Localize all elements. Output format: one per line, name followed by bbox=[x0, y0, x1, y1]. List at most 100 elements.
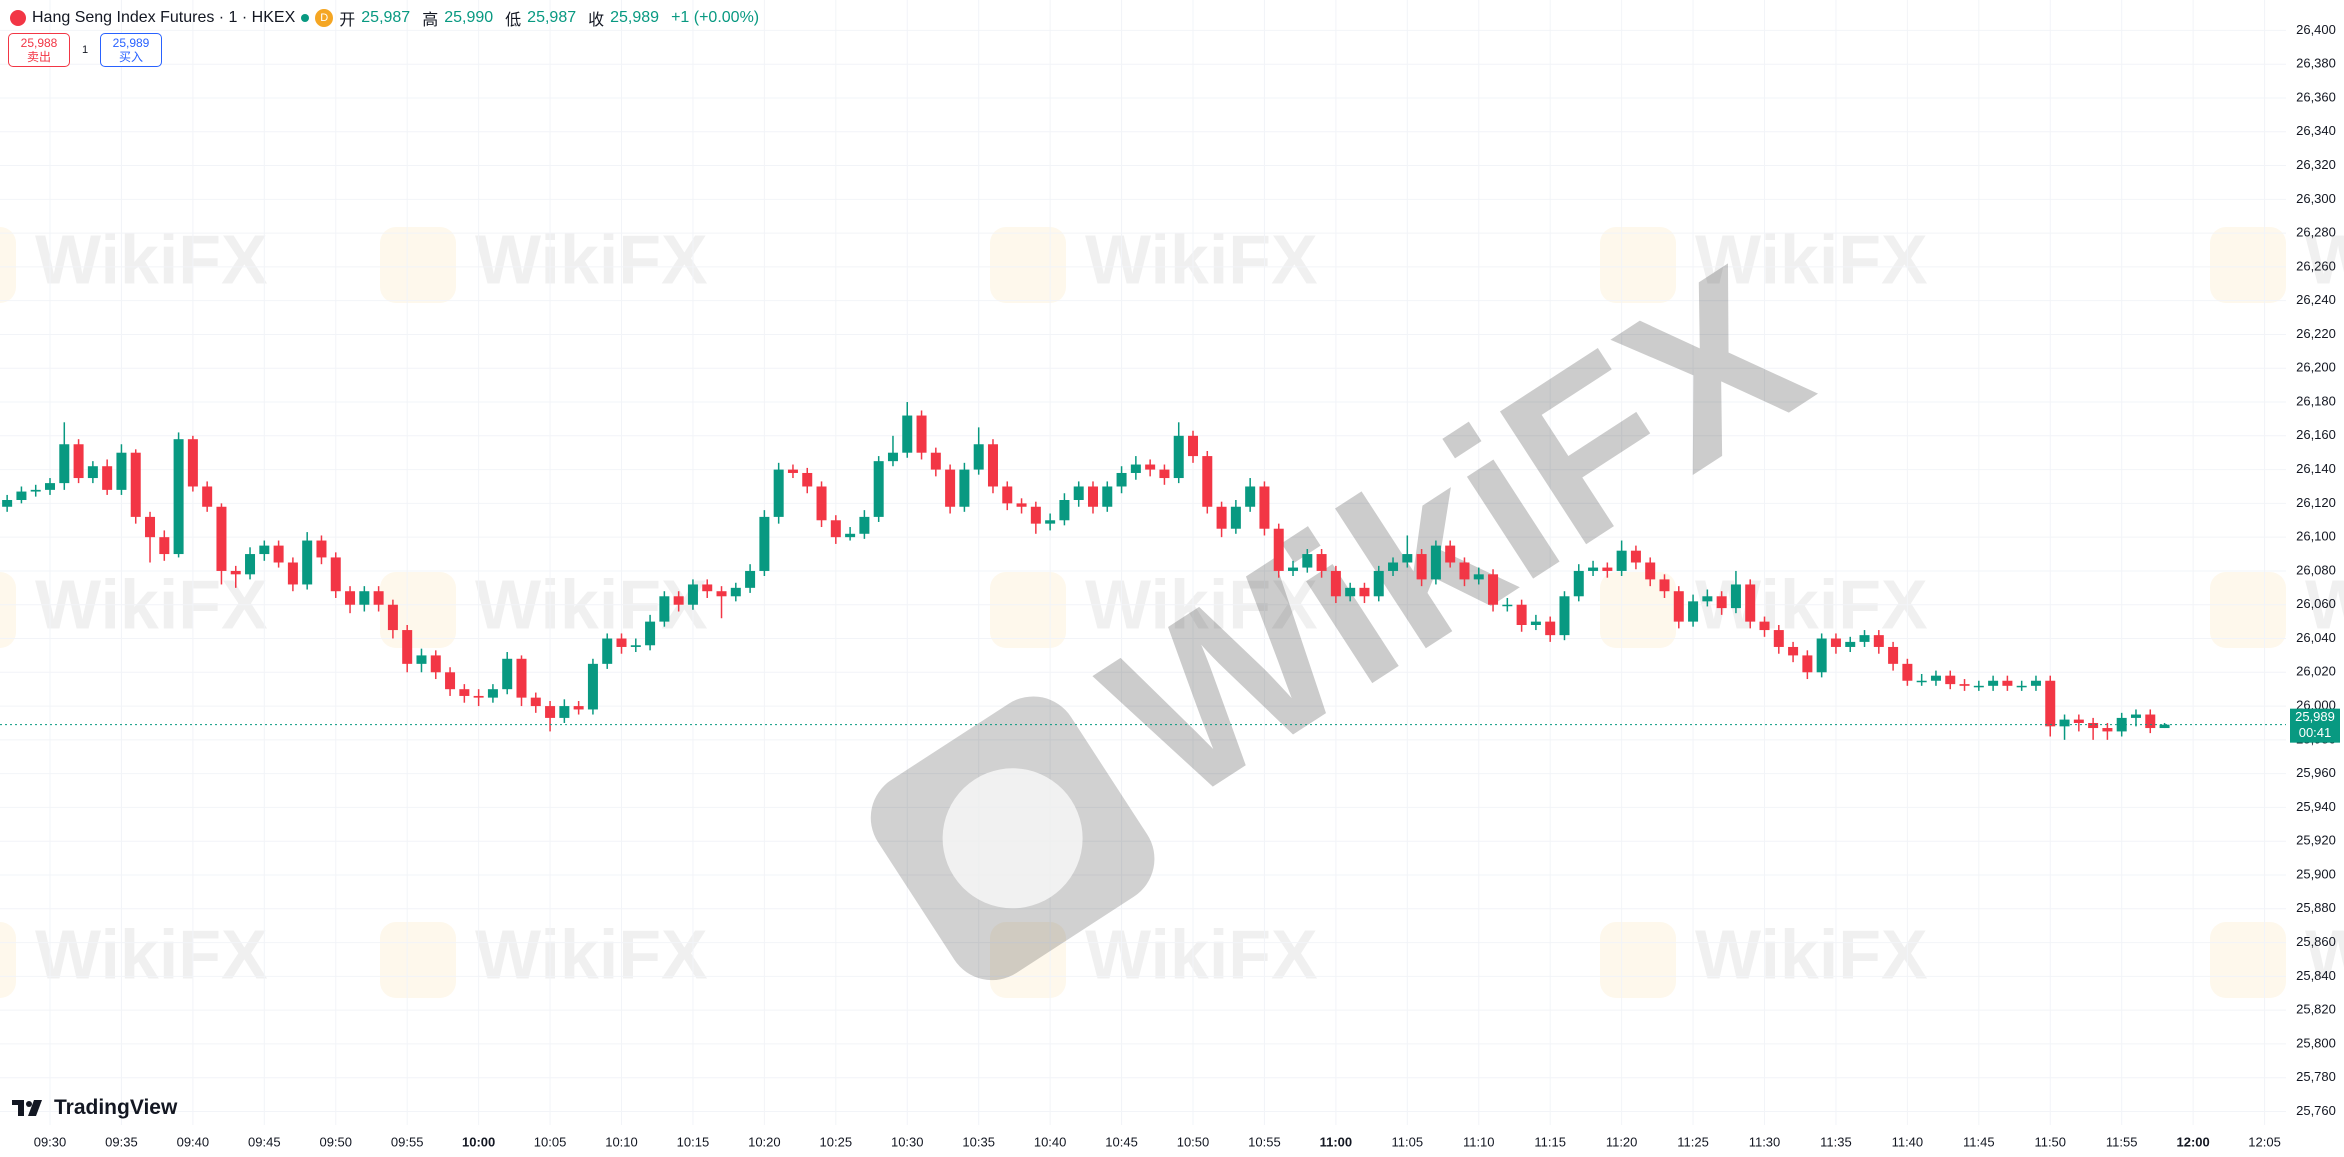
brand: TradingView bbox=[12, 1096, 177, 1120]
candle-body bbox=[459, 689, 470, 696]
watermark-text: WikiFX bbox=[35, 220, 268, 298]
candle-body bbox=[630, 645, 641, 647]
candle-body bbox=[1516, 604, 1527, 625]
x-tick-label: 09:45 bbox=[248, 1134, 281, 1149]
candle-body bbox=[2059, 719, 2070, 727]
candle-body bbox=[1202, 456, 1213, 507]
candle-body bbox=[2130, 714, 2141, 718]
candle-body bbox=[702, 584, 713, 592]
x-tick-label: 11:45 bbox=[1963, 1134, 1995, 1149]
candle-body bbox=[716, 591, 727, 597]
last-price-box bbox=[2290, 708, 2340, 743]
candle-body bbox=[273, 545, 284, 563]
candle-body bbox=[916, 415, 927, 453]
candle-body bbox=[1030, 506, 1041, 524]
candle-body bbox=[359, 591, 370, 605]
watermark-logo bbox=[990, 922, 1066, 998]
watermark-text: WikiFX bbox=[1085, 220, 1318, 298]
buy-price: 25,989 bbox=[112, 36, 150, 50]
candle-body bbox=[1788, 646, 1799, 656]
candle-body bbox=[102, 466, 113, 490]
candle-body bbox=[373, 591, 384, 605]
watermark-text: WikiFX bbox=[475, 915, 708, 993]
watermark-logo bbox=[380, 922, 456, 998]
x-tick-label: 11:55 bbox=[2106, 1134, 2138, 1149]
candle-body bbox=[1859, 635, 1870, 642]
quantity: 1 bbox=[81, 44, 89, 56]
candle-body bbox=[1816, 638, 1827, 673]
watermark-text: WikiFX bbox=[1065, 218, 1846, 850]
candle-body bbox=[873, 461, 884, 517]
candle-body bbox=[1588, 567, 1599, 571]
candle-body bbox=[1702, 596, 1713, 602]
x-tick-label: 10:40 bbox=[1034, 1134, 1067, 1149]
watermark-logo bbox=[0, 227, 16, 303]
x-tick-label: 11:05 bbox=[1392, 1134, 1424, 1149]
brand-name: TradingView bbox=[54, 1096, 178, 1119]
candle-body bbox=[1645, 562, 1656, 580]
sell-label: 卖出 bbox=[26, 50, 51, 64]
candle-body bbox=[1802, 655, 1813, 673]
y-tick-label: 26,060 bbox=[2296, 596, 2336, 611]
candle-body bbox=[973, 444, 984, 470]
y-tick-label: 25,940 bbox=[2296, 799, 2336, 814]
x-tick-label: 10:50 bbox=[1177, 1134, 1210, 1149]
candle-body bbox=[887, 452, 898, 462]
candle-body bbox=[2030, 680, 2041, 686]
candle-body bbox=[1559, 596, 1570, 636]
candle-body bbox=[759, 516, 770, 571]
x-tick-label: 11:50 bbox=[2034, 1134, 2066, 1149]
candle-body bbox=[859, 516, 870, 534]
x-tick-label: 10:30 bbox=[891, 1134, 924, 1149]
watermark-logo bbox=[990, 572, 1066, 648]
candle-body bbox=[130, 452, 141, 517]
candle-body bbox=[1330, 570, 1341, 597]
y-tick-label: 25,760 bbox=[2296, 1103, 2336, 1118]
y-tick-label: 25,860 bbox=[2296, 934, 2336, 949]
candle-body bbox=[87, 466, 98, 479]
candle-body bbox=[1159, 469, 1170, 479]
y-tick-label: 26,080 bbox=[2296, 562, 2336, 577]
axes: 25,760 25,780 25,800 25,820 25,840 25,860 25,8… bbox=[0, 22, 2340, 1149]
candle-body bbox=[1673, 591, 1684, 622]
x-tick-label: 11:15 bbox=[1534, 1134, 1566, 1149]
symbol-icon bbox=[10, 10, 26, 26]
status-dot bbox=[301, 14, 310, 22]
candle-body bbox=[2102, 728, 2113, 732]
candle-body bbox=[2, 500, 13, 507]
y-tick-label: 26,020 bbox=[2296, 664, 2336, 679]
candle-body bbox=[1773, 630, 1784, 647]
candle-body bbox=[2002, 680, 2013, 686]
candle-body bbox=[2016, 685, 2027, 688]
candle-body bbox=[2159, 724, 2170, 729]
candle-body bbox=[1573, 570, 1584, 597]
candle-body bbox=[1716, 596, 1727, 609]
high-label: 高 bbox=[422, 12, 439, 29]
candle-body bbox=[587, 663, 598, 710]
y-tick-label: 26,260 bbox=[2296, 258, 2336, 273]
open-label: 开 bbox=[339, 12, 356, 29]
candle-body bbox=[1916, 680, 1927, 683]
buy-label: 买入 bbox=[118, 50, 143, 64]
candle-body bbox=[502, 658, 513, 690]
candle-body bbox=[1888, 646, 1899, 664]
change: +1 (+0.00%) bbox=[671, 9, 760, 26]
x-tick-label: 11:25 bbox=[1677, 1134, 1709, 1149]
candle-body bbox=[73, 444, 84, 479]
candle-body bbox=[1430, 545, 1441, 580]
candle-body bbox=[2145, 714, 2156, 729]
candle-body bbox=[30, 489, 41, 492]
countdown: 00:41 bbox=[2299, 725, 2332, 740]
symbol[interactable]: Hang Seng Index Futures · 1 · HKEX bbox=[32, 9, 296, 26]
candle-body bbox=[1145, 464, 1156, 470]
close-label: 收 bbox=[588, 12, 605, 29]
candle-body bbox=[1445, 545, 1456, 563]
y-tick-label: 26,360 bbox=[2296, 89, 2336, 104]
open-value: 25,987 bbox=[361, 9, 411, 26]
candle-body bbox=[330, 557, 341, 592]
candle-body bbox=[945, 469, 956, 507]
x-tick-label: 09:30 bbox=[34, 1134, 67, 1149]
sell-button[interactable]: 25,988 卖出 bbox=[8, 33, 70, 67]
candle-body bbox=[345, 591, 356, 605]
buy-button[interactable]: 25,989 买入 bbox=[100, 33, 162, 67]
